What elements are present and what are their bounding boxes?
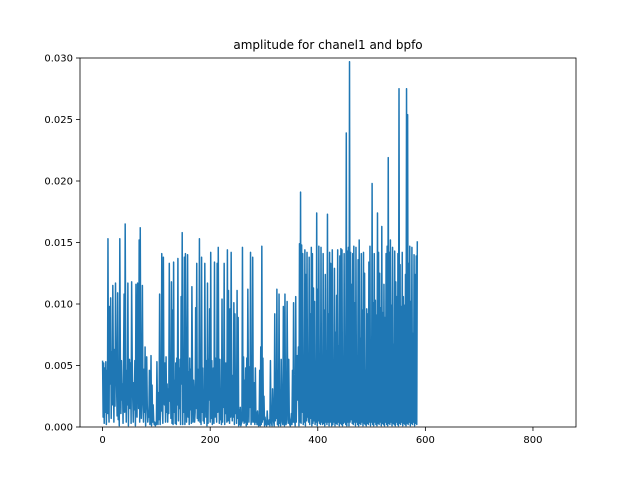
- y-tick-label: 0.000: [44, 423, 73, 434]
- x-tick-label: 200: [201, 435, 220, 446]
- x-axis: 0 200 400 600 800: [99, 427, 543, 446]
- chart-title: amplitude for chanel1 and bpfo: [233, 38, 422, 52]
- y-tick-label: 0.005: [44, 361, 73, 372]
- x-tick-label: 600: [416, 435, 435, 446]
- y-tick-label: 0.025: [44, 115, 73, 126]
- y-tick-label: 0.015: [44, 238, 73, 249]
- x-tick-label: 400: [308, 435, 327, 446]
- y-tick-label: 0.010: [44, 300, 73, 311]
- y-axis: 0.000 0.005 0.010 0.015 0.020 0.025 0.030: [44, 54, 80, 434]
- y-tick-label: 0.020: [44, 177, 73, 188]
- series-line: [101, 60, 419, 427]
- x-tick-label: 0: [99, 435, 105, 446]
- x-tick-label: 800: [523, 435, 542, 446]
- y-tick-label: 0.030: [44, 54, 73, 65]
